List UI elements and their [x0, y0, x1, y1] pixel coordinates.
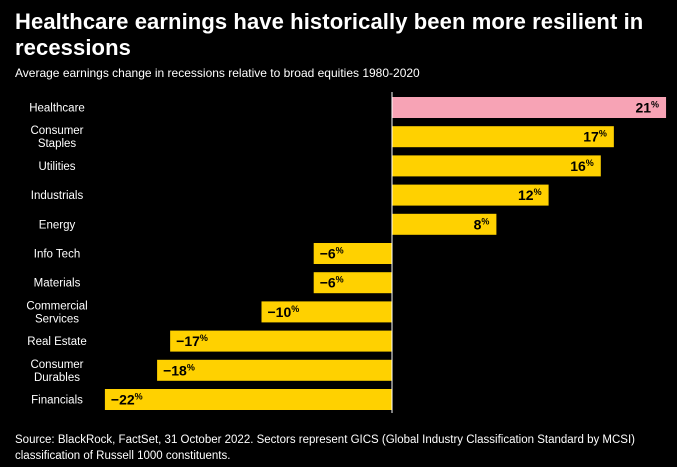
data-label-8: −17%	[176, 333, 208, 349]
bar-chart: 21% Healthcare 17% Consumer Staples 16% Utilit…	[26, 92, 667, 413]
category-label-8: Real Estate	[27, 336, 86, 348]
bar-1	[392, 126, 614, 148]
category-label-7: Commercial Services	[26, 300, 87, 325]
category-label-5: Info Tech	[34, 249, 80, 261]
bar-6	[313, 272, 392, 294]
category-label-1: Consumer Staples	[30, 125, 83, 150]
category-label-9: Consumer Durables	[30, 359, 83, 384]
category-label-4: Energy	[39, 219, 76, 231]
category-label-3: Industrials	[31, 190, 84, 202]
chart-title: Healthcare earnings have historically be…	[15, 9, 644, 60]
data-label-0: 21%	[635, 100, 659, 116]
source-note: Source: BlackRock, FactSet, 31 October 2…	[15, 434, 635, 462]
bar-3	[392, 184, 549, 206]
data-label-3: 12%	[518, 187, 542, 203]
data-label-1: 17%	[583, 129, 607, 145]
data-label-6: −6%	[320, 275, 344, 291]
bar-10	[104, 389, 393, 410]
data-label-7: −10%	[268, 304, 300, 320]
category-label-2: Utilities	[38, 161, 75, 173]
chart-subtitle: Average earnings change in recessions re…	[15, 66, 420, 80]
bar-0	[392, 97, 667, 118]
category-label-0: Healthcare	[29, 103, 85, 115]
bar-8	[170, 330, 392, 352]
data-label-2: 16%	[570, 158, 594, 174]
category-label-10: Financials	[31, 395, 83, 407]
bar-7	[261, 301, 392, 323]
data-label-5: −6%	[320, 246, 344, 262]
data-label-9: −18%	[163, 362, 195, 378]
bar-5	[313, 243, 392, 264]
bar-2	[392, 155, 601, 177]
data-label-4: 8%	[474, 216, 490, 232]
data-label-10: −22%	[111, 392, 143, 408]
category-label-6: Materials	[34, 278, 81, 290]
bar-4	[392, 213, 497, 235]
bar-9	[157, 359, 392, 381]
